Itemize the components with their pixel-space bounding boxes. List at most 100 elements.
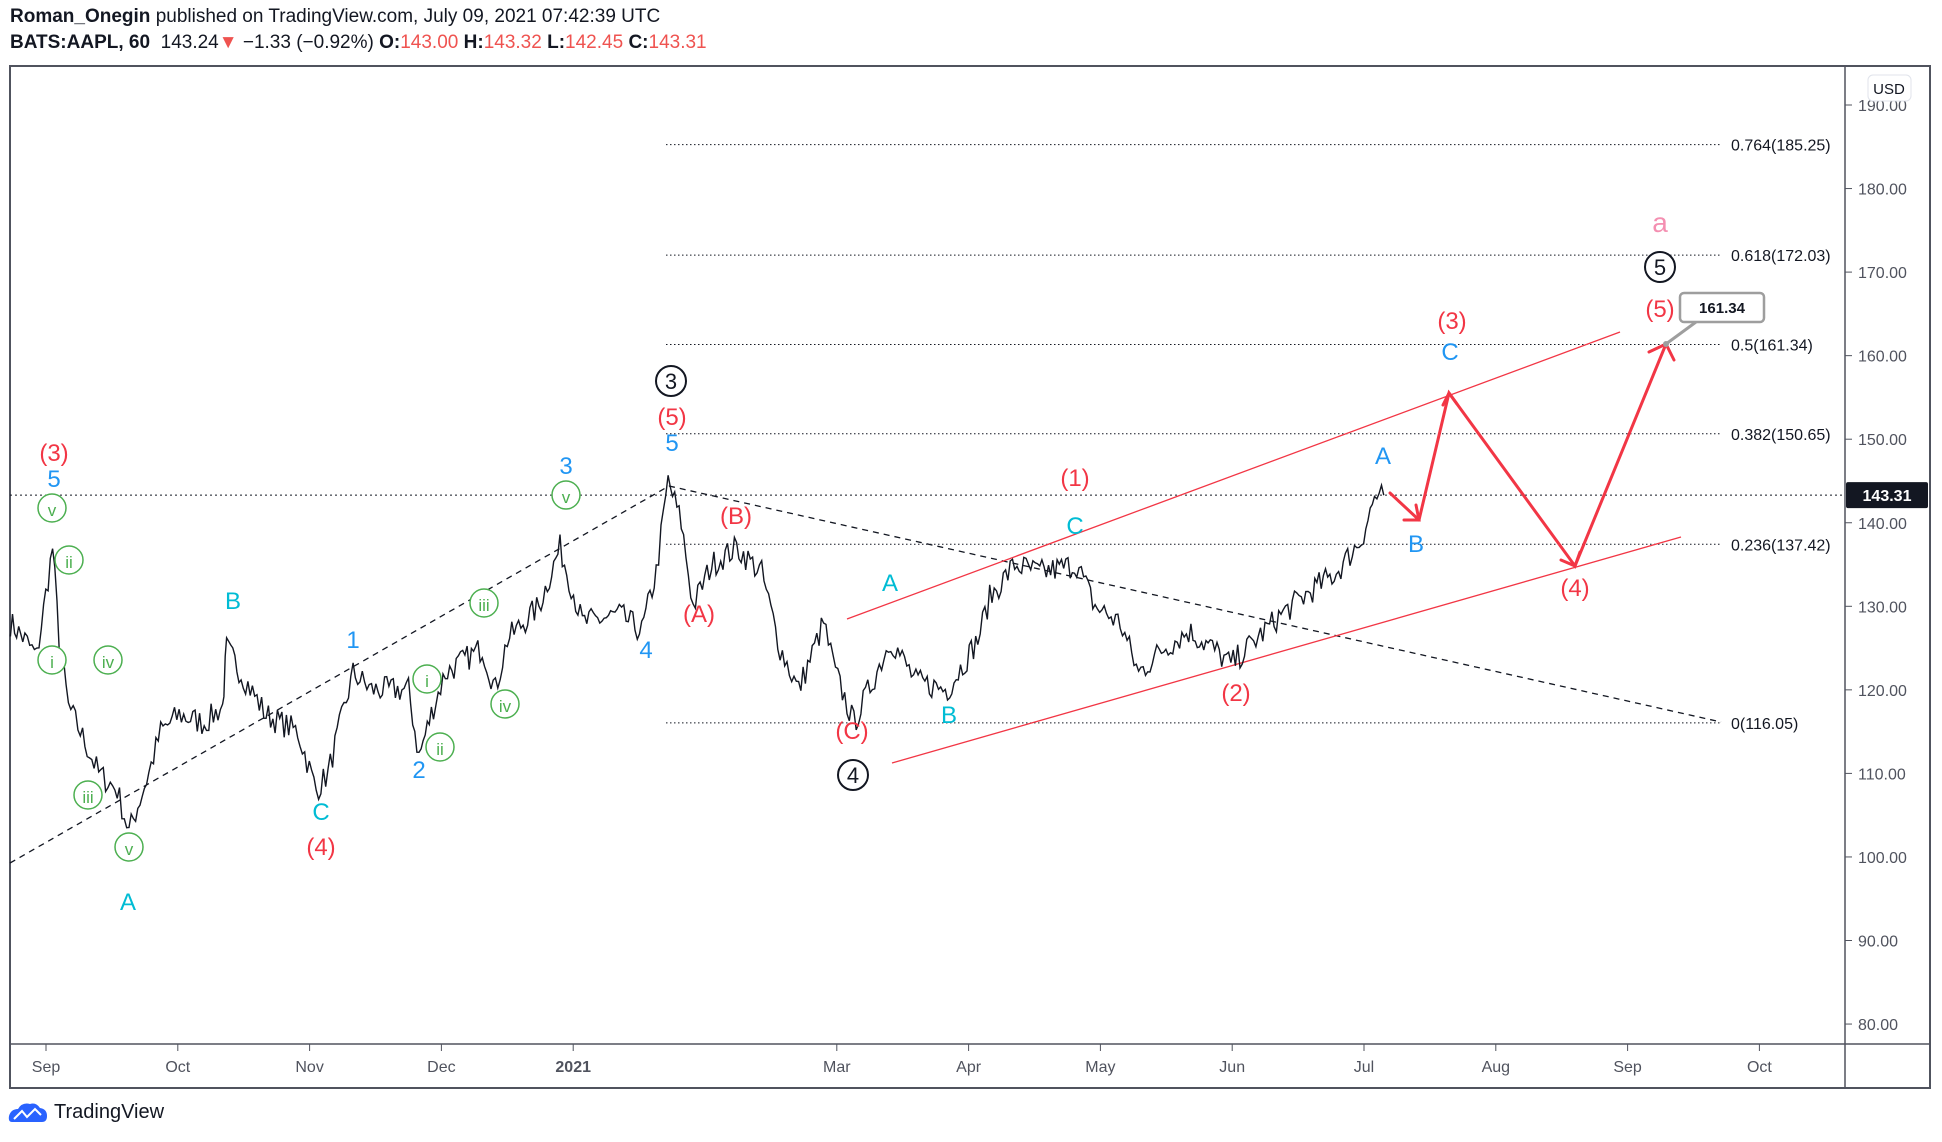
wave-label[interactable]: (4) <box>1560 575 1589 602</box>
x-tick-label: Oct <box>165 1059 190 1076</box>
circle-icon <box>425 732 455 762</box>
trend-line-down[interactable] <box>668 485 1722 723</box>
projection-path[interactable] <box>1388 342 1676 570</box>
wave-label[interactable]: (C) <box>835 718 868 745</box>
tradingview-logo-icon <box>8 1103 48 1122</box>
wave-label-text: (5) <box>657 404 686 431</box>
symbol-label: BATS:AAPL, 60 <box>10 32 151 53</box>
wave-label[interactable]: B <box>941 702 957 729</box>
wave-label-text: (3) <box>1437 308 1466 335</box>
x-tick-label: Jun <box>1219 1059 1245 1076</box>
fib-level-label: 0.236(137.42) <box>1731 537 1831 554</box>
y-tick-label: 140.00 <box>1858 516 1907 533</box>
callout-pointer <box>1665 320 1697 346</box>
wave-label[interactable]: 5 <box>665 430 678 457</box>
wave-label[interactable]: v <box>37 493 67 523</box>
wave-label[interactable]: (1) <box>1060 465 1089 492</box>
x-tick-label: Apr <box>956 1059 982 1076</box>
circle-icon <box>73 780 103 810</box>
callout-anchor <box>1663 341 1669 347</box>
channel-upper-line[interactable] <box>846 331 1621 620</box>
wave-label[interactable]: 2 <box>412 757 425 784</box>
circle-icon <box>1644 251 1676 283</box>
wave-label[interactable]: 5 <box>1644 251 1676 283</box>
currency-badge[interactable] <box>1867 74 1912 102</box>
wave-label-text: 5 <box>1654 255 1666 280</box>
y-tick-label: 80.00 <box>1858 1017 1898 1034</box>
wave-label-text: B <box>1408 531 1424 558</box>
wave-label[interactable]: v <box>114 832 144 862</box>
low-value: 142.45 <box>565 32 624 53</box>
last-price-tag-text: 143.31 <box>1863 488 1912 505</box>
wave-label[interactable]: 4 <box>837 759 869 791</box>
price-axis[interactable]: 190.00 180.00 170.00 160.00 150.00 140.00 130.… <box>1845 98 1907 1034</box>
wave-labels: (3)(4)(5)(A)(B)(C)(1)(2)(3)(4)(5)5 31245B… <box>37 207 1676 916</box>
close-value: 143.31 <box>648 32 707 53</box>
channel-lower-line[interactable] <box>891 536 1682 764</box>
wave-label[interactable]: ii <box>425 732 455 762</box>
wave-label-text: B <box>225 588 241 615</box>
wave-label-text: ii <box>65 553 73 572</box>
wave-label[interactable]: iv <box>93 645 123 675</box>
wave-label[interactable]: a <box>1652 207 1668 238</box>
tradingview-footer[interactable]: TradingView <box>8 1100 164 1124</box>
author-name[interactable]: Roman_Onegin <box>10 6 151 27</box>
open-value: 143.00 <box>400 32 459 53</box>
wave-label[interactable]: 5 <box>47 466 60 493</box>
wave-label-text: A <box>882 570 898 597</box>
wave-label[interactable]: (5) <box>1645 296 1674 323</box>
x-tick-label: Nov <box>295 1059 323 1076</box>
target-callout[interactable]: 161.34 <box>1663 291 1766 347</box>
wave-label[interactable]: B <box>225 588 241 615</box>
wave-label-text: 1 <box>346 627 359 654</box>
wave-label[interactable]: (4) <box>306 834 335 861</box>
wave-label-text: iv <box>499 697 512 716</box>
wave-label[interactable]: ii <box>54 545 84 575</box>
wave-label[interactable]: (B) <box>720 503 752 530</box>
arrowhead-icon <box>1441 390 1459 407</box>
wave-label[interactable]: 3 <box>655 365 687 397</box>
wave-label[interactable]: v <box>551 480 581 510</box>
circle-icon <box>114 832 144 862</box>
wave-label[interactable]: (2) <box>1221 680 1250 707</box>
wave-label-text: 3 <box>559 453 572 480</box>
wave-label[interactable]: C <box>1441 339 1458 366</box>
wave-label-text: (2) <box>1221 680 1250 707</box>
circle-icon <box>37 493 67 523</box>
x-tick-label: Jul <box>1354 1059 1374 1076</box>
wave-label[interactable]: C <box>312 799 329 826</box>
wave-label[interactable]: i <box>37 645 67 675</box>
wave-label[interactable]: (3) <box>1437 308 1466 335</box>
wave-label[interactable]: B <box>1408 531 1424 558</box>
wave-label[interactable]: 1 <box>346 627 359 654</box>
time-axis[interactable]: Sep Oct Nov Dec 2021 Mar Apr May Jun Jul Aug Sep Oct <box>32 1044 1773 1076</box>
wave-label[interactable]: (3) <box>39 440 68 467</box>
wave-label[interactable]: iii <box>73 780 103 810</box>
circle-icon <box>837 759 869 791</box>
x-tick-label: Mar <box>823 1059 851 1076</box>
wave-label[interactable]: (A) <box>683 601 715 628</box>
wave-label-text: iv <box>102 653 115 672</box>
wave-label[interactable]: A <box>882 570 898 597</box>
wave-label[interactable]: 4 <box>639 637 652 664</box>
wave-label[interactable]: iii <box>469 588 499 618</box>
price-series <box>9 475 1385 829</box>
y-tick-label: 90.00 <box>1858 934 1898 951</box>
wave-label-text: 4 <box>639 637 652 664</box>
fib-retracement[interactable]: 0.764(185.25) 0.618(172.03) 0.5(161.34) 0.3… <box>666 138 1831 733</box>
wave-label[interactable]: A <box>120 889 136 916</box>
y-tick-label: 110.00 <box>1858 766 1906 783</box>
wave-label[interactable]: A <box>1375 443 1391 470</box>
callout-box <box>1678 291 1766 324</box>
high-value: 143.32 <box>483 32 542 53</box>
wave-label[interactable]: iv <box>490 689 520 719</box>
wave-label[interactable]: 3 <box>559 453 572 480</box>
open-label: O: <box>379 32 401 53</box>
arrowhead-icon <box>1559 550 1582 569</box>
wave-label[interactable]: i <box>412 664 442 694</box>
wave-label[interactable]: C <box>1066 513 1083 540</box>
wave-label-text: ii <box>436 740 444 759</box>
wave-label-text: C <box>312 799 329 826</box>
wave-label[interactable]: (5) <box>657 404 686 431</box>
